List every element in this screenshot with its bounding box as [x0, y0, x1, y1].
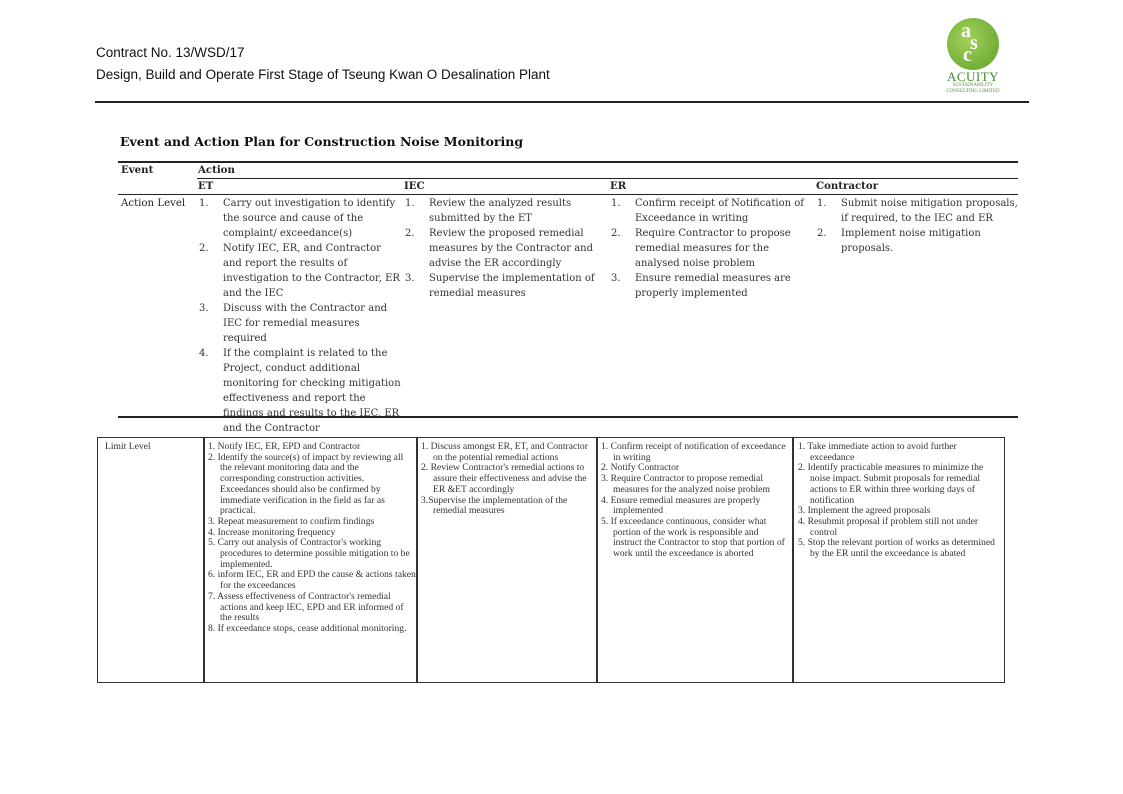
- column-divider: [792, 438, 794, 682]
- header-et: ET: [198, 180, 214, 192]
- list-item: 8. If exceedance stops, cease additional…: [208, 622, 407, 634]
- list-item: 1. Discuss amongst ER, ET, and Contracto…: [421, 441, 588, 463]
- list-item: 5. Carry out analysis of Contractor's wo…: [208, 537, 410, 570]
- contractor-action-list: 1. Submit noise mitigation proposals, if …: [817, 196, 1022, 256]
- row-label-action-level: Action Level: [121, 198, 186, 209]
- table-bottom-rule: [118, 416, 1018, 418]
- list-item: 1. Notify IEC, ER, EPD and Contractor: [208, 441, 361, 452]
- header-event: Event: [121, 164, 154, 176]
- list-item: 2. Review Contractor's remedial actions …: [421, 462, 587, 495]
- list-item: 2. Identify practicable measures to mini…: [798, 462, 984, 506]
- logo-name: ACUITY: [946, 69, 1000, 84]
- list-item: 3. Implement the agreed proposals: [798, 505, 931, 517]
- list-item: 2. Require Contractor to propose remedial…: [611, 228, 791, 269]
- list-item: 2. Identify the source(s) of impact by r…: [208, 451, 404, 517]
- project-title: Design, Build and Operate First Stage of…: [96, 67, 550, 82]
- list-item: 3. Discuss with the Contractor and IEC fo…: [199, 303, 388, 344]
- header-action: Action: [198, 164, 235, 176]
- list-item: 4. If the complaint is related to the Pro…: [199, 348, 401, 434]
- logo-subtitle: SUSTAINABILITY CONSULTING LIMITED: [946, 83, 1000, 94]
- et-action-list: 1. Carry out investigation to identify th…: [199, 196, 401, 436]
- et-limit-actions: 1. Notify IEC, ER, EPD and Contractor 2.…: [208, 441, 416, 635]
- list-item: 1. Confirm receipt of notification of ex…: [601, 441, 786, 463]
- list-item: 3.Supervise the implementation of the re…: [421, 494, 568, 517]
- section-title: Event and Action Plan for Construction N…: [120, 134, 524, 149]
- list-item: 1. Take immediate action to avoid furthe…: [798, 441, 957, 463]
- column-divider: [203, 438, 205, 682]
- list-item: 4. Resubmit proposal if problem still no…: [798, 515, 979, 538]
- list-item: 5. If exceedance continuous, consider wh…: [601, 515, 785, 560]
- row-label-limit-level: Limit Level: [105, 441, 151, 452]
- header-divider: [95, 101, 1029, 103]
- er-limit-actions: 1. Confirm receipt of notification of ex…: [601, 441, 789, 560]
- header-er: ER: [610, 180, 627, 192]
- list-item: 5. Stop the relevant portion of works as…: [798, 537, 995, 560]
- table-top-rule: [118, 161, 1018, 163]
- limit-level-table: Limit Level 1. Notify IEC, ER, EPD and C…: [97, 437, 1005, 683]
- list-item: 3. Ensure remedial measures are properly …: [611, 273, 791, 299]
- list-item: 1. Review the analyzed results submitted …: [405, 198, 572, 224]
- contractor-limit-actions: 1. Take immediate action to avoid furthe…: [798, 441, 1002, 560]
- list-item: 4. Increase monitoring frequency: [208, 526, 336, 538]
- header-bottom-rule: [118, 194, 1018, 195]
- list-item: 3. Supervise the implementation of remedi…: [405, 273, 595, 299]
- list-item: 2. Review the proposed remedial measures …: [405, 228, 594, 269]
- list-item: 4. Ensure remedial measures are properly…: [601, 494, 761, 517]
- list-item: 2. Notify IEC, ER, and Contractor and rep…: [199, 243, 400, 299]
- header-iec: IEC: [404, 180, 425, 192]
- list-item: 6. inform IEC, ER and EPD the cause & ac…: [208, 569, 416, 592]
- iec-action-list: 1. Review the analyzed results submitted …: [405, 196, 601, 301]
- list-item: 7. Assess effectiveness of Contractor's …: [208, 590, 404, 624]
- list-item: 2. Implement noise mitigation proposals.: [817, 228, 981, 254]
- list-item: 1. Carry out investigation to identify th…: [199, 198, 396, 239]
- list-item: 3. Require Contractor to propose remedia…: [601, 473, 770, 495]
- contract-number: Contract No. 13/WSD/17: [96, 45, 245, 60]
- header-contractor: Contractor: [816, 180, 879, 192]
- column-divider: [416, 438, 418, 682]
- list-item: 1. Confirm receipt of Notification of Exc…: [611, 198, 804, 224]
- list-item: 1. Submit noise mitigation proposals, if …: [817, 198, 1018, 224]
- subheader-rule: [197, 178, 1018, 179]
- column-divider: [596, 438, 598, 682]
- iec-limit-actions: 1. Discuss amongst ER, ET, and Contracto…: [421, 441, 591, 517]
- list-item: 2. Notify Contractor: [601, 462, 680, 474]
- er-action-list: 1. Confirm receipt of Notification of Exc…: [611, 196, 811, 301]
- list-item: 3. Repeat measurement to confirm finding…: [208, 515, 375, 527]
